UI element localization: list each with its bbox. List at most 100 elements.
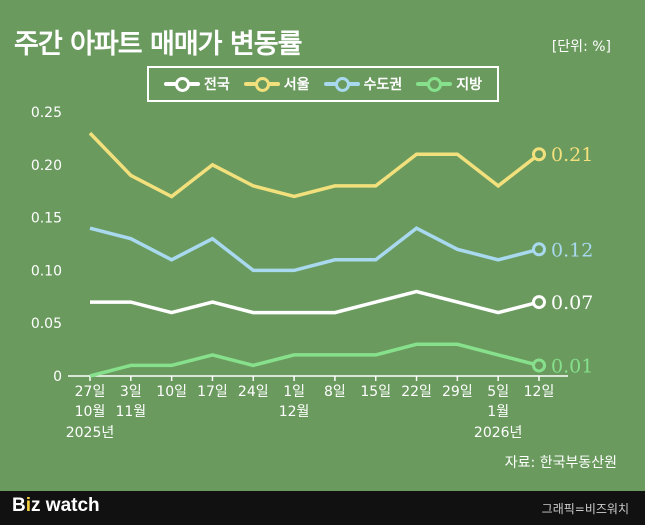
- data-point-capital: [498, 259, 499, 260]
- legend-label-capital: 수도권: [363, 77, 403, 93]
- x-tick-label: 27일: [75, 384, 106, 400]
- series-line-seoul: [88, 131, 541, 199]
- x-year-label: 2026년: [474, 425, 523, 441]
- brand-logo: Biz watch: [12, 495, 100, 516]
- y-tick-label: 0.20: [31, 158, 62, 174]
- data-point-national: [130, 302, 131, 303]
- source-label: 자료: 한국부동산원: [504, 455, 617, 471]
- y-tick-label: 0: [53, 369, 62, 385]
- legend-item-seoul: 서울: [243, 74, 310, 94]
- data-point-capital: [375, 259, 376, 260]
- data-point-capital: [457, 249, 458, 250]
- data-point-regional: [457, 344, 458, 345]
- legend-swatch-national: [164, 77, 200, 92]
- legend-swatch-capital: [323, 77, 360, 92]
- data-point-regional: [212, 354, 213, 355]
- legend-item-national: 전국: [164, 74, 230, 94]
- series-line-capital: [89, 226, 540, 273]
- data-point-capital: [416, 228, 417, 229]
- x-tick-sublabel: 11월: [115, 404, 146, 420]
- data-point-national: [171, 312, 172, 313]
- data-point-capital: [294, 270, 295, 271]
- data-point-national: [334, 312, 335, 313]
- data-point-seoul: [253, 185, 254, 186]
- unit-label: [단위: %]: [551, 39, 611, 55]
- series-line-national: [90, 289, 540, 315]
- data-point-seoul: [416, 154, 417, 155]
- data-point-national: [375, 302, 376, 303]
- data-point-national: [416, 291, 417, 292]
- data-point-regional: [375, 354, 376, 355]
- end-value-label-capital: 0.12: [551, 239, 593, 261]
- footer-bar: Biz watch 그래픽=비즈워치: [0, 491, 645, 525]
- data-point-seoul: [90, 133, 91, 134]
- x-tick-sublabel: 12월: [279, 404, 310, 420]
- x-tick-label: 17일: [197, 384, 228, 400]
- legend: 전국 서울 수도권 지방: [147, 66, 499, 102]
- end-marker-regional: [532, 358, 546, 373]
- end-value-label-regional: 0.01: [551, 355, 593, 377]
- y-tick-label: 0.05: [31, 316, 62, 332]
- data-point-capital: [90, 228, 91, 229]
- x-tick-label: 8일: [324, 384, 346, 400]
- data-point-seoul: [171, 196, 172, 197]
- data-point-regional: [130, 365, 131, 366]
- data-point-seoul: [457, 154, 458, 155]
- x-tick-sublabel: 1월: [487, 404, 509, 420]
- legend-swatch-seoul: [243, 77, 280, 92]
- legend-label-national: 전국: [204, 77, 230, 93]
- data-point-seoul: [334, 185, 335, 186]
- data-point-regional: [334, 354, 335, 355]
- x-tick-label: 22일: [401, 384, 432, 400]
- end-value-label-seoul: 0.21: [551, 144, 593, 166]
- data-point-capital: [253, 270, 254, 271]
- x-tick-label: 5일: [487, 384, 509, 400]
- legend-swatch-regional: [416, 77, 453, 92]
- y-tick-label: 0.25: [31, 105, 62, 121]
- x-tick-label: 24일: [238, 384, 269, 400]
- end-marker-capital: [532, 242, 546, 257]
- x-tick-label: 15일: [360, 384, 391, 400]
- data-point-regional: [253, 365, 254, 366]
- end-marker-seoul: [532, 147, 546, 162]
- x-tick-label: 10일: [156, 384, 187, 400]
- data-point-capital: [130, 238, 131, 239]
- data-point-national: [457, 302, 458, 303]
- x-tick-label: 1일: [283, 384, 305, 400]
- x-tick-sublabel: 10월: [75, 404, 106, 420]
- legend-item-capital: 수도권: [323, 74, 403, 94]
- chart-title: 주간 아파트 매매가 변동률: [14, 29, 302, 60]
- data-point-seoul: [498, 185, 499, 186]
- data-point-regional: [90, 376, 91, 377]
- data-point-capital: [334, 259, 335, 260]
- data-point-national: [90, 302, 91, 303]
- legend-label-regional: 지방: [456, 77, 482, 93]
- data-point-national: [212, 302, 213, 303]
- legend-item-regional: 지방: [416, 74, 482, 94]
- data-point-national: [253, 312, 254, 313]
- line-chart: 0 0.05 0.10 0.15 0.20 0.25 27일 10월 3일 11월 10일 17일 24…: [31, 105, 593, 441]
- data-point-seoul: [212, 164, 213, 165]
- x-year-label: 2025년: [66, 425, 115, 441]
- x-tick-label: 12일: [524, 384, 555, 400]
- series-line-regional: [89, 342, 540, 378]
- data-point-regional: [498, 354, 499, 355]
- data-point-capital: [171, 259, 172, 260]
- data-point-national: [294, 312, 295, 313]
- data-point-national: [498, 312, 499, 313]
- end-marker-national: [532, 295, 546, 310]
- data-point-regional: [171, 365, 172, 366]
- legend-label-seoul: 서울: [283, 77, 310, 93]
- x-tick-label: 3일: [120, 384, 142, 400]
- data-point-regional: [294, 354, 295, 355]
- y-tick-label: 0.10: [31, 263, 62, 279]
- x-tick-label: 29일: [442, 384, 473, 400]
- data-point-seoul: [130, 175, 131, 176]
- y-tick-label: 0.15: [31, 211, 62, 227]
- data-point-regional: [416, 344, 417, 345]
- graphic-credit: 그래픽=비즈워치: [541, 502, 629, 516]
- data-point-capital: [212, 238, 213, 239]
- data-point-seoul: [375, 185, 376, 186]
- data-point-seoul: [294, 196, 295, 197]
